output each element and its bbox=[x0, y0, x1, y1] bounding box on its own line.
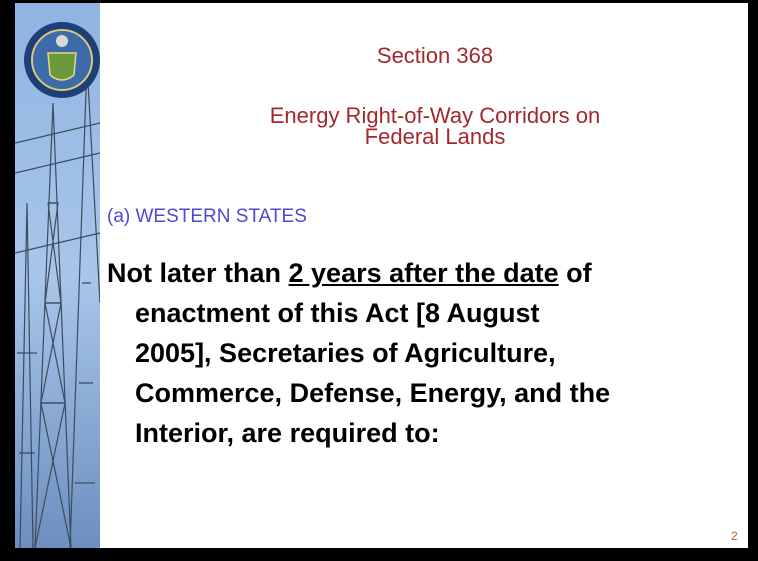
slide: Section 368 Energy Right-of-Way Corridor… bbox=[15, 3, 748, 548]
page: Section 368 Energy Right-of-Way Corridor… bbox=[0, 0, 758, 561]
subtitle-line: Federal Lands bbox=[115, 126, 748, 147]
body-line: Interior, are required to: bbox=[107, 413, 610, 453]
body-line: enactment of this Act [8 August bbox=[107, 293, 610, 333]
title: Section 368 bbox=[115, 43, 748, 69]
page-number: 2 bbox=[731, 529, 738, 543]
subtitle-line: Energy Right-of-Way Corridors on bbox=[115, 105, 748, 126]
body-text: of bbox=[559, 258, 592, 288]
underlined-text: 2 years after the date bbox=[289, 258, 559, 288]
body-text: Not later than bbox=[107, 258, 289, 288]
subtitle: Energy Right-of-Way Corridors on Federal… bbox=[115, 105, 748, 147]
power-line-image bbox=[15, 3, 100, 548]
body-line: 2005], Secretaries of Agriculture, bbox=[107, 333, 610, 373]
body-text: Not later than 2 years after the date of… bbox=[107, 253, 610, 453]
body-line: Commerce, Defense, Energy, and the bbox=[107, 373, 610, 413]
section-label: (a) WESTERN STATES bbox=[107, 206, 307, 228]
seal bbox=[24, 22, 100, 98]
